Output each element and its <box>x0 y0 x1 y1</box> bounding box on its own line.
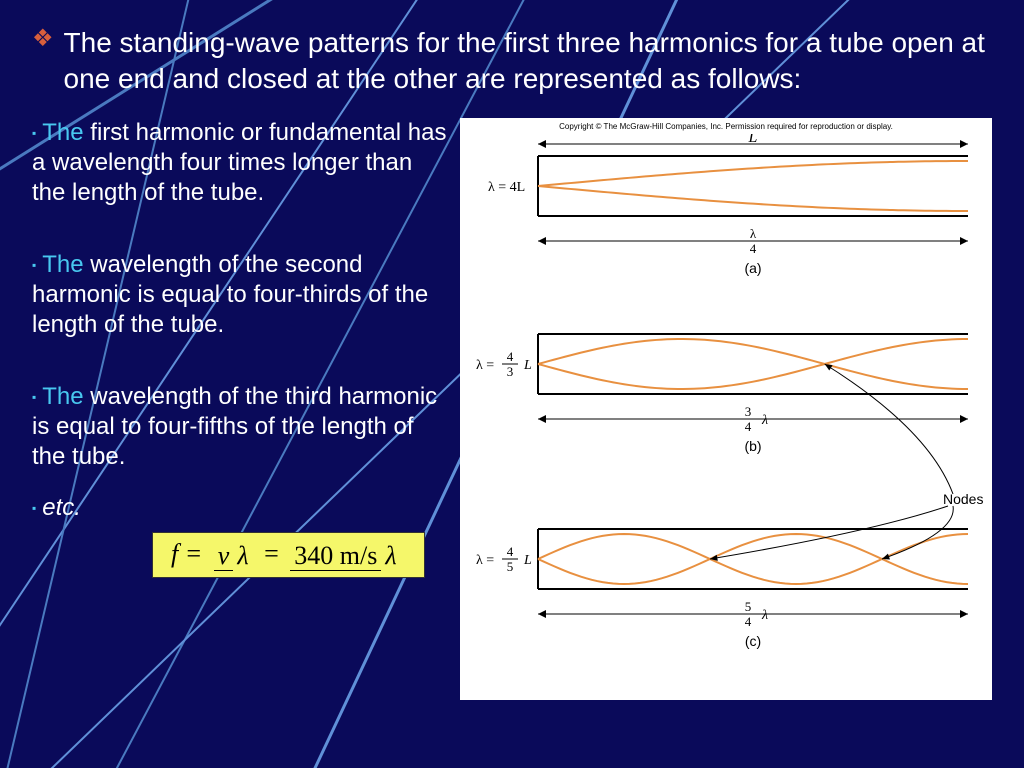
square-bullet-icon: ▪ <box>32 501 36 515</box>
svg-text:(b): (b) <box>744 438 761 454</box>
svg-text:4: 4 <box>745 614 752 629</box>
square-bullet-icon: ▪ <box>32 126 36 140</box>
formula-box: f = vλ = 340 m/sλ <box>152 532 425 578</box>
svg-text:λ: λ <box>761 413 768 428</box>
svg-text:Nodes: Nodes <box>943 491 983 507</box>
diagram-column: Copyright © The McGraw-Hill Companies, I… <box>460 118 992 700</box>
svg-text:4: 4 <box>750 241 757 256</box>
title-text: The standing-wave patterns for the first… <box>64 25 992 98</box>
svg-text:λ =: λ = <box>476 358 494 373</box>
svg-text:3: 3 <box>745 404 752 419</box>
svg-text:3: 3 <box>507 364 514 379</box>
etc-text: ▪etc. <box>32 494 450 522</box>
svg-text:L: L <box>523 358 532 373</box>
svg-text:5: 5 <box>507 559 514 574</box>
svg-text:λ: λ <box>761 608 768 623</box>
square-bullet-icon: ▪ <box>32 390 36 404</box>
left-column: ▪The first harmonic or fundamental has a… <box>32 118 460 578</box>
body-paragraph: ▪The wavelength of the second harmonic i… <box>32 250 450 340</box>
svg-text:(c): (c) <box>745 633 761 649</box>
slide-content: ❖ The standing-wave patterns for the fir… <box>0 0 1024 720</box>
svg-text:λ = 4L: λ = 4L <box>488 180 525 195</box>
svg-text:L: L <box>748 134 758 146</box>
diamond-bullet-icon: ❖ <box>32 25 54 54</box>
svg-text:4: 4 <box>507 544 514 559</box>
square-bullet-icon: ▪ <box>32 258 36 272</box>
svg-text:(a): (a) <box>744 260 761 276</box>
body-paragraph: ▪The wavelength of the third harmonic is… <box>32 382 450 472</box>
body-area: ▪The first harmonic or fundamental has a… <box>32 118 992 700</box>
svg-text:5: 5 <box>745 599 752 614</box>
svg-text:λ: λ <box>750 226 757 241</box>
svg-text:L: L <box>523 553 532 568</box>
copyright-text: Copyright © The McGraw-Hill Companies, I… <box>466 122 986 131</box>
svg-text:λ =: λ = <box>476 553 494 568</box>
svg-text:4: 4 <box>745 419 752 434</box>
body-paragraph: ▪The first harmonic or fundamental has a… <box>32 118 450 208</box>
title-block: ❖ The standing-wave patterns for the fir… <box>32 25 992 98</box>
svg-text:4: 4 <box>507 349 514 364</box>
harmonics-diagram: Lλ = 4Lλ4(a)λ =43L34λ(b)λ =45L54λ(c)Node… <box>466 134 986 694</box>
